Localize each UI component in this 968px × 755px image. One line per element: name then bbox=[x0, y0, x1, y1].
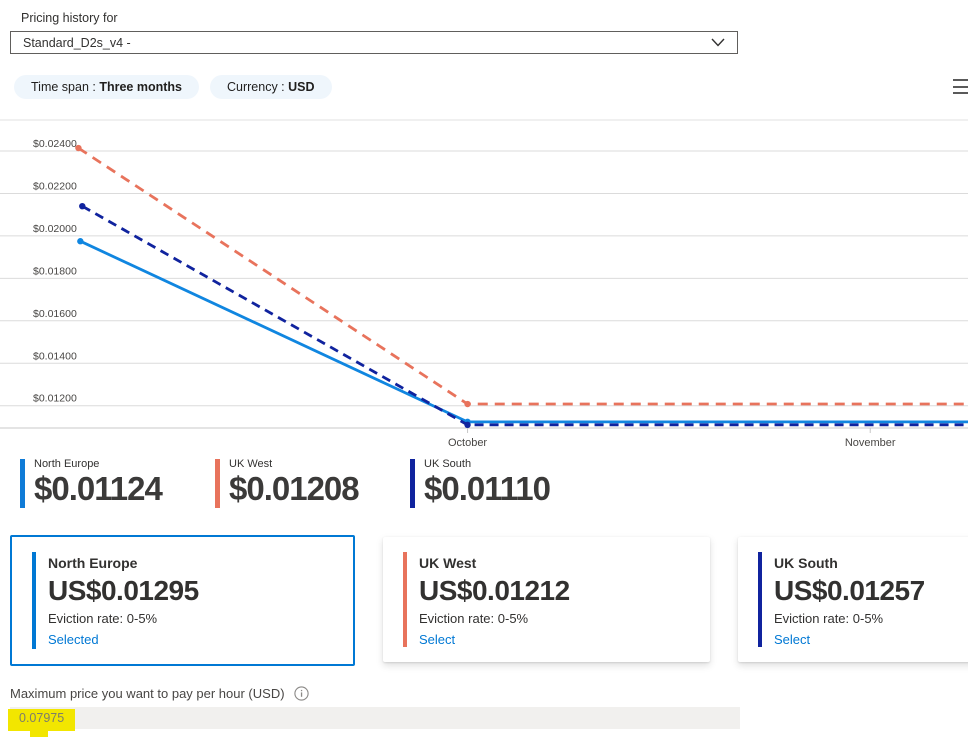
card-price: US$0.01257 bbox=[774, 575, 925, 606]
pricing-history-label: Pricing history for bbox=[21, 11, 118, 25]
y-axis-tick-label: $0.01600 bbox=[33, 308, 77, 320]
y-axis-tick-label: $0.02000 bbox=[33, 223, 77, 235]
legend-item-uk-west: UK West $0.01208 bbox=[215, 456, 360, 508]
region-card-uk-south[interactable]: UK South US$0.01257 Eviction rate: 0-5% … bbox=[738, 537, 968, 662]
max-price-input[interactable]: 0.07975 bbox=[8, 707, 740, 737]
legend-price: $0.01208 bbox=[229, 470, 360, 507]
currency-filter-value: USD bbox=[288, 80, 315, 94]
card-region-name: North Europe bbox=[48, 555, 138, 571]
series-marker bbox=[464, 421, 471, 429]
max-price-label-row: Maximum price you want to pay per hour (… bbox=[10, 686, 309, 701]
card-select-link[interactable]: Select bbox=[419, 632, 456, 647]
legend-name: UK West bbox=[229, 458, 273, 470]
x-axis-tick-label: October bbox=[448, 437, 487, 449]
filter-pills: Time span : Three months Currency : USD bbox=[14, 75, 332, 99]
vm-size-dropdown-value: Standard_D2s_v4 - bbox=[23, 35, 131, 50]
series-marker bbox=[464, 400, 471, 408]
y-axis-tick-label: $0.01200 bbox=[33, 393, 77, 405]
legend-item-uk-south: UK South $0.01110 bbox=[410, 456, 551, 508]
y-axis-tick-label: $0.01800 bbox=[33, 265, 77, 277]
card-accent-bar bbox=[403, 552, 407, 647]
card-select-link[interactable]: Select bbox=[774, 632, 811, 647]
y-axis-tick-label: $0.02400 bbox=[33, 138, 77, 150]
legend-name: UK South bbox=[424, 458, 472, 470]
card-eviction-rate: Eviction rate: 0-5% bbox=[774, 611, 884, 626]
y-axis-tick-label: $0.02200 bbox=[33, 180, 77, 192]
series-line-uk-south bbox=[81, 204, 968, 427]
legend-swatch-uk-south bbox=[410, 459, 415, 508]
region-card-uk-west[interactable]: UK West US$0.01212 Eviction rate: 0-5% S… bbox=[383, 537, 710, 662]
chevron-down-icon bbox=[711, 38, 725, 47]
legend-price: $0.01124 bbox=[34, 470, 163, 507]
price-history-chart: $0.02400 $0.02200 $0.02000 $0.01800 $0.01600… bbox=[0, 119, 968, 449]
highlight-annotation-stub bbox=[30, 731, 48, 737]
time-span-filter-value: Three months bbox=[99, 80, 182, 94]
region-card-north-europe[interactable]: North Europe US$0.01295 Eviction rate: 0… bbox=[10, 535, 355, 666]
card-accent-bar bbox=[758, 552, 762, 647]
card-region-name: UK West bbox=[419, 555, 477, 571]
highlight-annotation bbox=[8, 709, 75, 731]
x-axis-tick-label: November bbox=[845, 437, 896, 449]
card-region-name: UK South bbox=[774, 555, 838, 571]
series-line-uk-west bbox=[77, 146, 968, 406]
legend-swatch-north-europe bbox=[20, 459, 25, 508]
currency-filter[interactable]: Currency : USD bbox=[209, 75, 332, 99]
time-span-filter[interactable]: Time span : Three months bbox=[14, 75, 199, 99]
card-selected-link[interactable]: Selected bbox=[48, 632, 99, 647]
y-axis-tick-label: $0.01400 bbox=[33, 350, 77, 362]
chart-menu-icon[interactable] bbox=[953, 79, 968, 97]
currency-filter-label: Currency : bbox=[226, 80, 285, 94]
card-price: US$0.01212 bbox=[419, 575, 570, 606]
info-icon[interactable] bbox=[293, 686, 309, 701]
time-span-filter-label: Time span : bbox=[31, 80, 96, 94]
legend-swatch-uk-west bbox=[215, 459, 220, 508]
max-price-value: 0.07975 bbox=[19, 711, 65, 725]
card-eviction-rate: Eviction rate: 0-5% bbox=[48, 611, 158, 626]
legend-price: $0.01110 bbox=[424, 470, 551, 507]
series-marker bbox=[75, 144, 82, 152]
series-marker bbox=[79, 202, 86, 210]
card-price: US$0.01295 bbox=[48, 575, 199, 606]
vm-size-dropdown[interactable]: Standard_D2s_v4 - bbox=[10, 31, 738, 54]
series-line-north-europe bbox=[79, 239, 968, 424]
series-marker bbox=[77, 238, 84, 245]
chart-legend: North Europe $0.01124 UK West $0.01208 U… bbox=[0, 456, 968, 516]
card-eviction-rate: Eviction rate: 0-5% bbox=[419, 611, 529, 626]
max-price-label: Maximum price you want to pay per hour (… bbox=[10, 686, 285, 701]
legend-item-north-europe: North Europe $0.01124 bbox=[20, 456, 163, 508]
legend-name: North Europe bbox=[34, 458, 100, 470]
card-accent-bar bbox=[32, 552, 36, 649]
